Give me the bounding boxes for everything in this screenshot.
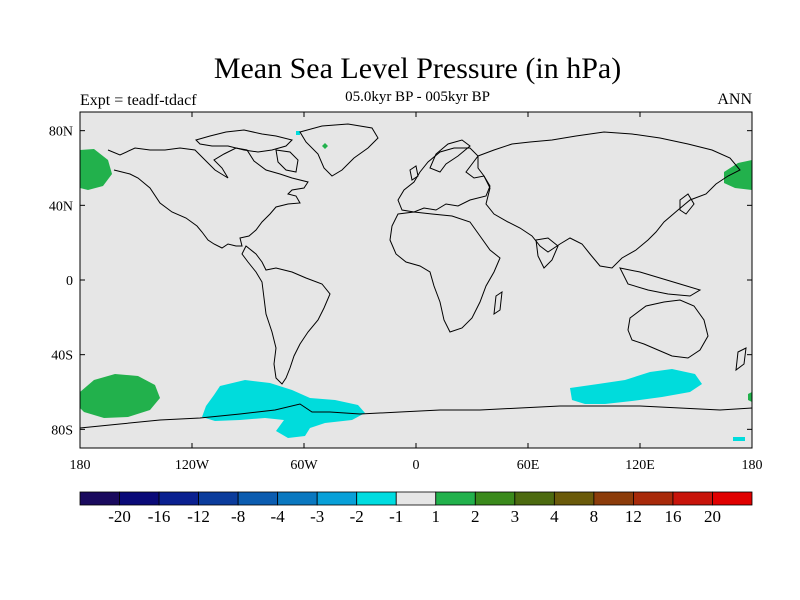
colorbar-swatch — [316, 491, 358, 506]
colorbar-swatch — [395, 491, 437, 506]
x-tick-label: 180 — [742, 458, 763, 473]
negative-anomaly-small-arctic — [296, 131, 300, 135]
chart-subtitle: 05.0kyr BP - 005kyr BP — [345, 89, 490, 105]
colorbar-label: 20 — [704, 507, 721, 526]
positive-anomaly-south-pacific — [80, 374, 160, 418]
colorbar-label: 12 — [625, 507, 642, 526]
colorbar-label: 1 — [432, 507, 441, 526]
x-tick-label: 60W — [290, 458, 318, 473]
chart-title: Mean Sea Level Pressure (in hPa) — [213, 52, 622, 85]
positive-anomaly-north-pacific-east — [724, 160, 752, 190]
coastline-madagascar — [493, 290, 503, 316]
coastline-antarctica — [79, 403, 753, 429]
y-tick-label: 40S — [51, 349, 73, 364]
positive-anomaly-small-east — [748, 392, 752, 402]
colorbar-swatch — [712, 491, 753, 506]
anomaly-shading — [80, 131, 752, 441]
colorbar-swatch — [79, 491, 120, 506]
colorbar: -20 -16 -12 -8 -4 -3 -2 -1 1 2 3 4 8 12 16 20 — [79, 491, 753, 526]
coastline-north-america — [107, 147, 309, 249]
positive-anomaly-greenland — [322, 143, 328, 149]
map-panel — [79, 111, 753, 449]
colorbar-label: 2 — [471, 507, 480, 526]
x-tick-label: 60E — [517, 458, 540, 473]
colorbar-label: -2 — [350, 507, 364, 526]
colorbar-swatch — [672, 491, 713, 506]
coastline-africa — [389, 211, 501, 333]
coastline-greenland — [299, 123, 379, 177]
coastline-canadian-arctic — [195, 129, 293, 153]
coastlines — [79, 123, 753, 429]
colorbar-swatch — [198, 491, 239, 506]
colorbar-swatch — [553, 491, 595, 506]
colorbar-label: -12 — [187, 507, 210, 526]
colorbar-swatch — [514, 491, 555, 506]
colorbar-label: 16 — [664, 507, 681, 526]
colorbar-label: 4 — [550, 507, 559, 526]
colorbar-swatch — [435, 491, 476, 506]
colorbar-swatch — [633, 491, 674, 506]
y-tick-label: 80N — [49, 125, 73, 140]
colorbar-label: -4 — [271, 507, 286, 526]
x-tick-label: 0 — [413, 458, 420, 473]
colorbar-label: 3 — [511, 507, 520, 526]
colorbar-label: -3 — [310, 507, 324, 526]
colorbar-swatch — [593, 491, 634, 506]
coastline-britain — [409, 165, 419, 181]
coastline-southeast-asia-islands — [619, 267, 702, 297]
negative-anomaly-indian-ocean — [570, 369, 702, 404]
colorbar-swatch — [356, 491, 397, 506]
experiment-label: Expt = teadf-tdacf — [80, 92, 197, 109]
coastline-australia — [627, 299, 709, 359]
coastline-japan — [679, 193, 695, 215]
x-tick-label: 120E — [625, 458, 655, 473]
coastline-baffin — [275, 149, 299, 173]
colorbar-label: 8 — [590, 507, 599, 526]
axis-ticks: 180 120W 60W 0 60E 120E 180 80N 40N 0 40S 80S — [49, 112, 763, 473]
coastline-asia — [477, 131, 741, 269]
colorbar-swatch — [158, 491, 199, 506]
colorbar-swatch — [277, 491, 318, 506]
coastline-south-america — [241, 245, 331, 385]
colorbar-swatch — [237, 491, 279, 506]
positive-anomaly-north-pacific-west — [80, 149, 112, 190]
x-tick-label: 180 — [70, 458, 91, 473]
coastline-new-zealand — [735, 347, 747, 372]
y-tick-label: 0 — [66, 274, 73, 289]
season-label: ANN — [717, 91, 752, 108]
colorbar-label: -1 — [389, 507, 403, 526]
x-tick-label: 120W — [175, 458, 210, 473]
colorbar-label: -16 — [148, 507, 171, 526]
negative-anomaly-small-southeast — [733, 437, 745, 441]
coastline-india — [535, 237, 559, 269]
coastline-scandinavia — [429, 139, 471, 173]
colorbar-label: -20 — [108, 507, 131, 526]
colorbar-label: -8 — [231, 507, 245, 526]
negative-anomaly-south-atlantic-pacific — [202, 380, 365, 438]
colorbar-swatch — [474, 491, 516, 506]
y-tick-label: 80S — [51, 423, 73, 438]
colorbar-swatch — [119, 491, 160, 506]
y-tick-label: 40N — [49, 199, 73, 214]
